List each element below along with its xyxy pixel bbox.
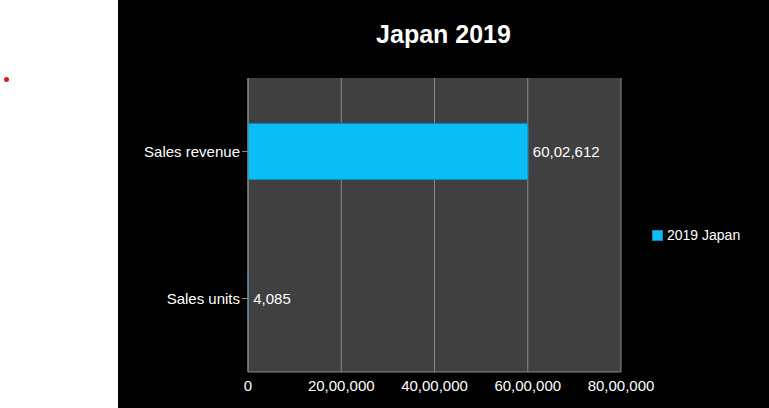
html-text:Japan 2019: Japan 2019 bbox=[376, 20, 511, 48]
svg-text:60,00,000: 60,00,000 bbox=[494, 377, 561, 394]
svg-text:Sales units: Sales units bbox=[167, 290, 240, 307]
svg-text:80,00,000: 80,00,000 bbox=[588, 377, 655, 394]
svg-text:0: 0 bbox=[244, 377, 252, 394]
svg-text:4,085: 4,085 bbox=[253, 290, 291, 307]
svg-text:40,00,000: 40,00,000 bbox=[401, 377, 468, 394]
svg-text:60,02,612: 60,02,612 bbox=[533, 143, 600, 160]
svg-text:20,00,000: 20,00,000 bbox=[308, 377, 375, 394]
svg-text:Sales revenue: Sales revenue bbox=[144, 143, 240, 160]
html-text:2019 Japan: 2019 Japan bbox=[667, 227, 741, 243]
